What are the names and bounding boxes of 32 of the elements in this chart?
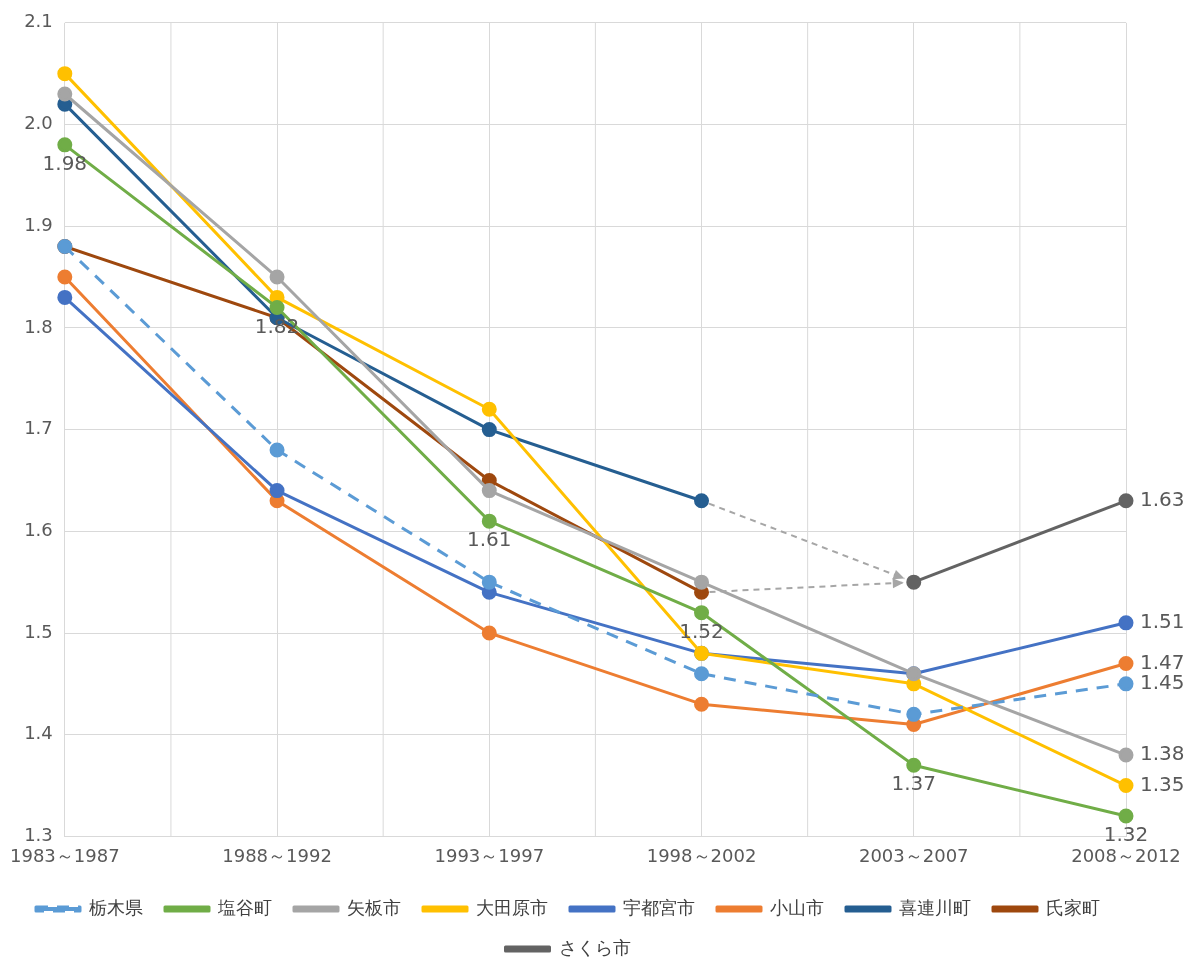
x-tick-label: 1988～1992 bbox=[222, 844, 332, 866]
y-tick-label: 1.9 bbox=[24, 213, 53, 235]
data-label: 1.37 bbox=[891, 771, 937, 796]
y-tick-label: 1.4 bbox=[24, 722, 53, 744]
legend-label: 宇都宮市 bbox=[623, 896, 695, 918]
x-tick-label: 2003～2007 bbox=[858, 844, 969, 866]
y-tick-label: 2.1 bbox=[24, 10, 53, 32]
legend-label: 矢板市 bbox=[347, 896, 401, 918]
data-label: 1.61 bbox=[467, 527, 512, 552]
x-tick-label: 2008～2012 bbox=[1071, 844, 1181, 866]
y-tick-label: 1.5 bbox=[24, 620, 53, 642]
legend-label: 小山市 bbox=[770, 896, 824, 918]
y-tick-label: 1.8 bbox=[24, 315, 53, 337]
data-label: 1.98 bbox=[42, 151, 88, 176]
data-label: 1.32 bbox=[1103, 822, 1149, 847]
y-tick-label: 2.0 bbox=[24, 112, 53, 134]
data-label: 1.63 bbox=[1140, 486, 1185, 511]
data-label: 1.38 bbox=[1140, 741, 1185, 766]
legend-label: 氏家町 bbox=[1046, 896, 1100, 918]
legend-label: さくら市 bbox=[558, 936, 631, 958]
legend-label: 塩谷町 bbox=[217, 896, 272, 918]
data-label: 1.35 bbox=[1140, 771, 1185, 796]
y-tick-label: 1.7 bbox=[24, 417, 53, 439]
legend-label: 喜連川町 bbox=[899, 896, 971, 918]
x-tick-label: 1983～1987 bbox=[10, 844, 120, 866]
legend-label: 栃木県 bbox=[89, 896, 143, 918]
y-tick-label: 1.3 bbox=[24, 824, 53, 846]
x-tick-label: 1998～2002 bbox=[646, 844, 757, 866]
x-tick-label: 1993～1997 bbox=[434, 844, 545, 866]
data-label: 1.51 bbox=[1140, 609, 1185, 634]
legend-label: 大田原市 bbox=[476, 896, 548, 918]
y-tick-label: 1.6 bbox=[24, 518, 53, 540]
